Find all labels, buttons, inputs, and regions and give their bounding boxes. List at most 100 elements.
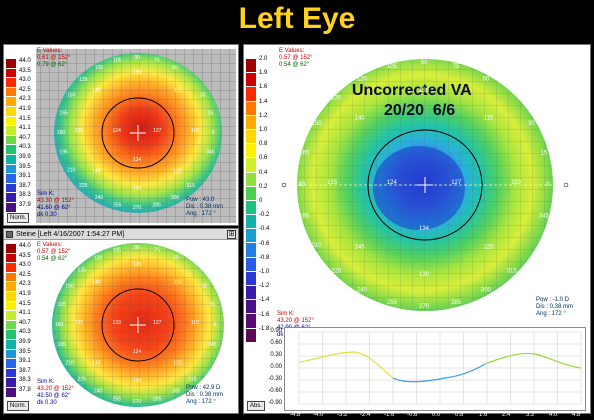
axial-map-bottom[interactable] bbox=[4, 241, 239, 414]
scale-label: 39.5 bbox=[19, 163, 31, 170]
profile-plot bbox=[298, 331, 582, 405]
scale-label: -0.8 bbox=[259, 254, 270, 261]
scale-label: 0.6 bbox=[259, 155, 268, 162]
scale-label: 39.9 bbox=[19, 339, 31, 345]
scale-label: 41.5 bbox=[19, 300, 31, 307]
scale-label: 37.9 bbox=[19, 387, 31, 393]
sim-k-2: 41.60 @ 62° bbox=[37, 205, 71, 211]
sim-k-3: dk 0.30 bbox=[37, 212, 57, 218]
window-titlebar[interactable]: Steine [Left 4/16/2007 1:54:27 PM] ⊞ bbox=[4, 229, 238, 240]
scale-label: 38.7 bbox=[19, 182, 31, 189]
e-values-label: E Values: bbox=[279, 48, 305, 54]
x-tick-label: -4.0 bbox=[313, 412, 324, 418]
power-value: Pow : 42.9 D bbox=[186, 385, 221, 391]
expand-icon[interactable]: ⊞ bbox=[227, 230, 236, 239]
window-icon bbox=[6, 231, 13, 238]
color-scale bbox=[6, 244, 32, 398]
difference-map[interactable] bbox=[244, 45, 591, 414]
scale-label: 41.5 bbox=[19, 115, 31, 122]
y-tick-label: 0.00 bbox=[270, 364, 282, 370]
abs-button[interactable]: Abs. bbox=[247, 401, 266, 411]
sim-k-1: 43.30 @ 152° bbox=[37, 198, 74, 204]
e-value-1: 0.61 @ 152° bbox=[37, 55, 71, 61]
e-value-2: 0.54 @ 62° bbox=[279, 62, 310, 68]
va-value: 20/20 6/6 bbox=[384, 102, 456, 119]
distance-value: Dis : 0.38 mm bbox=[186, 392, 224, 398]
scale-label: 0.8 bbox=[259, 141, 268, 148]
scale-label: 1.6 bbox=[259, 84, 268, 91]
sim-k-3: dk 0.30 bbox=[37, 400, 57, 406]
scale-label: 44.0 bbox=[19, 243, 31, 249]
power-readout: Pow : 42.9 D Dis : 0.38 mm Ang : 172 ° bbox=[186, 385, 223, 406]
e-values-label: E Values: bbox=[37, 242, 63, 248]
profile-curve-right bbox=[484, 352, 582, 369]
axial-map-panel-bottom[interactable]: Steine [Left 4/16/2007 1:54:27 PM] ⊞ bbox=[3, 228, 239, 414]
scale-label: 1.0 bbox=[259, 127, 268, 133]
scale-label: 43.5 bbox=[19, 252, 31, 259]
window-title: Steine [Left 4/16/2007 1:54:27 PM] bbox=[16, 231, 125, 238]
scale-label: 40.7 bbox=[19, 319, 31, 326]
power-value: Pow : 43.0 bbox=[186, 197, 215, 203]
distance-value: Dis : 0.38 mm bbox=[186, 204, 224, 210]
scale-label: 40.3 bbox=[19, 329, 31, 336]
scale-label: 39.1 bbox=[19, 173, 31, 180]
sim-k-1: 43.20 @ 152° bbox=[277, 318, 314, 324]
y-tick-label: 0.60 bbox=[270, 340, 282, 346]
sim-k: Sim K: 43.20 @ 152° 42.50 @ 62° dk 0.30 bbox=[37, 379, 74, 407]
norm-button[interactable]: Norm. bbox=[7, 401, 30, 411]
power-readout: Pow : 43.0 Dis : 0.38 mm Ang : 172 ° bbox=[186, 197, 223, 218]
color-scale bbox=[246, 59, 272, 343]
x-tick-label: 4.8 bbox=[572, 412, 581, 418]
x-tick-label: -4.8 bbox=[290, 412, 301, 418]
scale-label: 42.5 bbox=[19, 86, 31, 93]
scale-label: 42.3 bbox=[19, 281, 31, 288]
scale-label: 44.0 bbox=[19, 58, 31, 64]
scale-label: 39.5 bbox=[19, 348, 31, 355]
profile-curve-center bbox=[392, 363, 486, 383]
x-tick-label: -2.4 bbox=[360, 412, 371, 418]
axial-map-top[interactable] bbox=[4, 45, 239, 226]
scale-label: 1.4 bbox=[259, 98, 268, 105]
scale-label: 42.3 bbox=[19, 96, 31, 103]
scale-label: 1.9 bbox=[259, 70, 268, 77]
page-title: Left Eye bbox=[238, 2, 356, 35]
y-tick-label: 0.30 bbox=[270, 352, 282, 358]
scale-label: -1.0 bbox=[259, 269, 270, 275]
scale-label: 2.0 bbox=[259, 56, 268, 62]
e-value-1: 0.57 @ 152° bbox=[37, 249, 71, 255]
color-scale bbox=[6, 59, 32, 213]
x-tick-label: 0.0 bbox=[432, 412, 441, 418]
norm-button[interactable]: Norm. bbox=[7, 213, 30, 223]
scale-label: 37.9 bbox=[19, 202, 31, 208]
scale-label: 41.9 bbox=[19, 106, 31, 112]
sim-k: Sim K: 43.30 @ 152° 41.60 @ 62° dk 0.30 bbox=[37, 191, 74, 219]
scale-label: 41.9 bbox=[19, 291, 31, 297]
e-values: E Values: 0.57 @ 152° 0.54 @ 62° bbox=[37, 242, 71, 263]
profile-y-axis: 0.90 0.60 0.30 0.00 -0.30 -0.60 -0.90 bbox=[244, 325, 284, 409]
scale-label: 42.5 bbox=[19, 271, 31, 278]
scale-label: 1.2 bbox=[259, 112, 268, 119]
x-tick-label: 4.0 bbox=[549, 412, 558, 418]
x-tick-label: 1.6 bbox=[479, 412, 488, 418]
scale-label: 40.7 bbox=[19, 134, 31, 141]
scale-label: 43.0 bbox=[19, 262, 31, 269]
uncorrected-va-label: Uncorrected VA bbox=[352, 82, 472, 99]
scale-label: 38.7 bbox=[19, 367, 31, 374]
difference-map-panel[interactable]: 2.0 1.9 1.6 1.4 1.2 1.0 0.8 0.6 0.4 0.2 … bbox=[243, 44, 591, 414]
angle-value: Ang : 172 ° bbox=[186, 399, 216, 405]
y-tick-label: -0.30 bbox=[268, 376, 282, 382]
axial-map-panel-top[interactable]: 44.0 43.5 43.0 42.5 42.3 41.9 41.5 41.1 … bbox=[3, 44, 239, 226]
sim-k-2: 42.50 @ 62° bbox=[37, 393, 71, 399]
power-readout: Pow : -1.0 D Dis : 0.38 mm Ang : 172 ° bbox=[536, 297, 573, 318]
profile-curve-left bbox=[298, 351, 394, 379]
e-value-2: 0.79 @ 62° bbox=[37, 62, 68, 68]
scale-label: 43.0 bbox=[19, 77, 31, 84]
e-values: E Values: 0.57 @ 152° 0.54 @ 62° bbox=[279, 48, 313, 69]
scale-label: -0.2 bbox=[259, 212, 270, 219]
scale-label: -1.2 bbox=[259, 283, 270, 290]
scale-label: 39.9 bbox=[19, 154, 31, 160]
e-values-label: E Values: bbox=[37, 48, 63, 54]
power-value: Pow : -1.0 D bbox=[536, 297, 570, 303]
scale-label: 41.1 bbox=[19, 310, 31, 317]
x-tick-label: 2.4 bbox=[502, 412, 511, 418]
